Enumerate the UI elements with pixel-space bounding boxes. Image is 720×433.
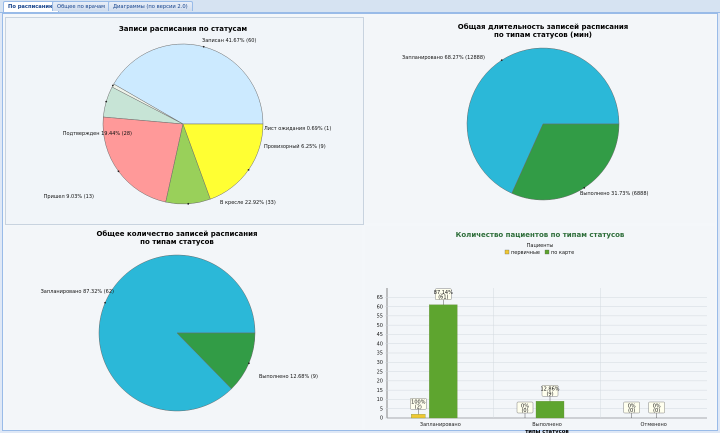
slice-label-marker [202,45,205,48]
slice-label: Выполнено 12.68% (9) [259,374,318,380]
duration-pie-chart: Общая длительность записей расписанияпо … [402,23,648,201]
legend-label: первичные [511,250,540,256]
data-label-count: (61) [438,295,448,301]
slice-label-marker [187,202,190,205]
tab-by-schedule[interactable]: По расписанию [3,1,60,12]
y-tick-label: 10 [377,397,383,403]
y-tick-label: 35 [377,351,383,357]
slice-label: Запланировано 68.27% (12888) [402,55,485,61]
legend-title: Пациенты [527,243,554,249]
data-label-count: (0) [521,408,528,414]
legend-label: по карте [551,250,574,256]
content-area: Записи расписания по статусам Записан 41.… [2,13,718,433]
tab-bar: По расписанию Общее по врачам Диаграммы … [0,0,720,13]
status-pie-chart: Записи расписания по статусам Записан 41.… [44,25,332,206]
y-tick-label: 30 [377,360,383,366]
panel-status-pie: Записи расписания по статусам Записан 41.… [5,17,364,225]
slice-label-marker [117,170,120,173]
patients-bar-chart: Количество пациентов по типам статусов Па… [377,231,707,433]
tab-diagrams-v2[interactable]: Диаграммы (по версии 2.0) [108,1,193,11]
data-label-count: (0) [628,408,635,414]
slice-label-marker [247,168,250,171]
y-tick-label: 5 [380,406,383,412]
y-tick-label: 45 [377,332,383,338]
data-label-pct: 0% [521,403,529,409]
data-label-pct: 0% [628,403,636,409]
slice-label-marker [111,84,114,87]
panel-patients-bar: Количество пациентов по типам статусов Па… [365,226,715,433]
panel-duration-pie: Общая длительность записей расписания по … [365,17,715,223]
bar[interactable] [535,401,565,419]
slice-label-marker [104,301,107,304]
slice-label: Пришел 9.03% (13) [44,194,94,200]
y-tick-label: 55 [377,314,383,320]
slice-label: Выполнено 31.73% (6888) [580,191,648,197]
y-tick-label: 25 [377,369,383,375]
x-tick-label: Запланировано [420,422,461,428]
chart-title: Записи расписания по статусам [119,25,248,33]
data-label-pct: 87.14% [434,290,453,296]
x-axis-title: типы статусов [525,429,569,433]
slice-label: В кресле 22.92% (33) [220,200,276,206]
data-label-count: (9) [546,391,553,397]
y-tick-label: 65 [377,295,383,301]
data-label-box [541,385,559,397]
chart-title: Общая длительность записей расписания [458,23,629,31]
bar[interactable] [429,304,458,419]
slice-label-marker [500,59,503,62]
y-tick-label: 40 [377,341,383,347]
chart-title: Количество пациентов по типам статусов [456,231,625,239]
data-label-box [410,398,427,410]
slice-label: Запланировано 87.32% (62) [41,289,114,295]
y-tick-label: 20 [377,379,383,385]
slice-label: Лист ожидания 0.69% (1) [264,126,331,132]
legend-swatch[interactable] [504,249,510,255]
data-label-pct: 0% [653,403,661,409]
chart-title-line2: по типам статусов [140,238,214,246]
slice-label: Записан 41.67% (60) [202,38,256,44]
bar[interactable] [411,414,426,419]
panel-count-pie: Общее количество записей расписания по ти… [5,226,362,429]
y-tick-label: 15 [377,388,383,394]
data-label-count: (2) [415,404,422,410]
data-label-pct: 12.86% [540,387,559,393]
x-tick-label: Отменено [640,422,666,428]
chart-title: Общее количество записей расписания [96,230,257,238]
slice-label-marker [105,100,108,103]
slice-label: Подтвержден 19.44% (28) [63,131,132,137]
data-label-pct: 100% [411,400,426,406]
slice-label: Провизорный 6.25% (9) [264,143,326,150]
tab-general-by-doctors[interactable]: Общее по врачам [52,1,111,11]
data-label-count: (0) [653,408,660,414]
chart-title-line2: по типам статусов (мин) [494,31,592,39]
y-tick-label: 0 [380,416,383,422]
slice-label-marker [583,186,586,189]
slice-label-marker [247,362,250,365]
legend-swatch[interactable] [544,249,550,255]
y-tick-label: 50 [377,323,383,329]
y-tick-label: 60 [377,304,383,310]
x-tick-label: Выполнено [532,422,562,428]
